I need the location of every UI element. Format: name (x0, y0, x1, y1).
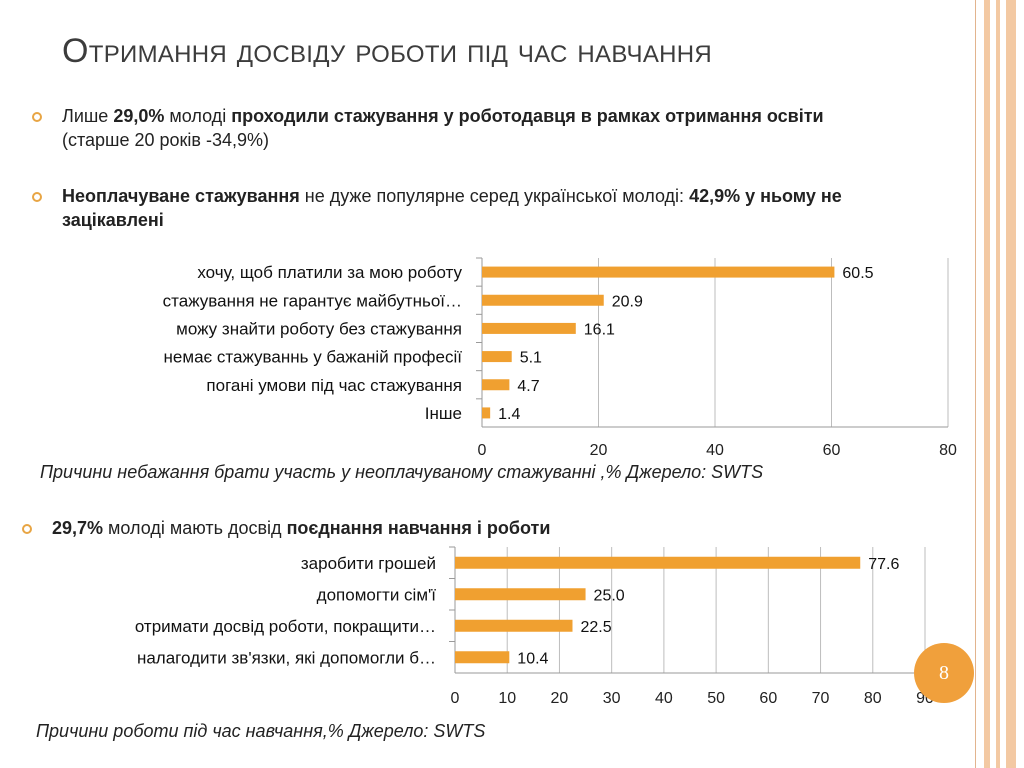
chart-1-x-tick-1: 20 (590, 442, 608, 459)
chart-1-bar-4 (482, 379, 510, 391)
chart-1-category-label-4: погані умови під час стажування (206, 376, 462, 395)
chart-2-value-label-3: 10.4 (517, 650, 548, 667)
chart-1-category-label-5: Інше (425, 404, 462, 423)
chart-1-x-tick-2: 40 (706, 442, 724, 459)
bullet-1-part-1: Лише (62, 106, 114, 126)
chart-1-bar-2 (482, 322, 576, 334)
chart-2-x-tick-8: 80 (864, 690, 882, 707)
chart-1-category-label-1: стажування не гарантує майбутньої… (163, 291, 462, 310)
bullet-dot-icon (32, 192, 42, 202)
bullet-2: Неоплачуване стажування не дуже популярн… (32, 184, 942, 232)
chart-2-x-tick-6: 60 (759, 690, 777, 707)
chart-2-x-tick-1: 10 (498, 690, 516, 707)
bullet-1-part-3: молоді (164, 106, 232, 126)
bullet-dot-icon (32, 112, 42, 122)
chart-2-x-tick-5: 50 (707, 690, 725, 707)
chart-2-x-tick-2: 20 (551, 690, 569, 707)
chart-2-bar-2 (455, 619, 573, 632)
chart-1-bar-5 (482, 407, 491, 419)
bullet-1: Лише 29,0% молоді проходили стажування у… (32, 104, 862, 152)
chart-2-x-tick-0: 0 (451, 690, 460, 707)
chart-1-value-label-2: 16.1 (584, 321, 615, 338)
bullet-3-part-2: молоді мають досвід (103, 518, 287, 538)
chart-2-category-label-1: допомогти сім'ї (317, 585, 437, 604)
chart-1-x-tick-3: 60 (823, 442, 841, 459)
chart-1-value-label-4: 4.7 (517, 378, 539, 395)
chart-2-bar-3 (455, 651, 510, 664)
bullet-dot-icon (22, 524, 32, 534)
chart-1-bar-0 (482, 266, 835, 278)
chart-1-x-tick-0: 0 (478, 442, 487, 459)
frame-line (975, 0, 976, 768)
chart-2-value-label-0: 77.6 (868, 556, 899, 573)
slide-title: Отримання досвіду роботи під час навчанн… (62, 32, 713, 70)
bullet-3: 29,7% молоді мають досвід поєднання навч… (22, 516, 852, 540)
bullet-2-part-1: Неоплачуване стажування (62, 186, 300, 206)
chart-2-value-label-2: 22.5 (581, 619, 612, 636)
bullet-3-part-1: 29,7% (52, 518, 104, 538)
chart-1-x-tick-4: 80 (939, 442, 957, 459)
bullet-2-part-2: не дуже популярне серед української моло… (299, 186, 690, 206)
bullet-1-part-2: 29,0% (113, 106, 165, 126)
chart-2-value-label-1: 25.0 (594, 587, 625, 604)
chart-2-category-label-3: налагодити зв'язки, які допомогли б… (137, 648, 436, 667)
chart-2-bar-1 (455, 588, 586, 601)
chart-2-caption: Причини роботи під час навчання,% Джерел… (36, 721, 486, 741)
chart-2-category-label-0: заробити грошей (301, 554, 436, 573)
decorative-stripes (980, 0, 1024, 768)
chart-1-caption: Причини небажання брати участь у неоплач… (40, 462, 764, 482)
chart-2-x-tick-3: 30 (603, 690, 621, 707)
chart-1-bar-1 (482, 294, 604, 306)
chart-1-value-label-0: 60.5 (842, 265, 873, 282)
chart-1-category-label-2: можу знайти роботу без стажування (176, 319, 462, 338)
chart-1-value-label-1: 20.9 (612, 293, 643, 310)
chart-2-x-tick-4: 40 (655, 690, 673, 707)
chart-1-bar-3 (482, 351, 512, 363)
bullet-3-part-3: поєднання навчання і роботи (286, 518, 551, 538)
chart-1-category-label-0: хочу, щоб платили за мою роботу (197, 263, 462, 282)
bullet-1-part-4: проходили стажування у роботодавця в рам… (231, 106, 824, 126)
chart-2-x-tick-7: 70 (812, 690, 830, 707)
chart-2-category-label-2: отримати досвід роботи, покращити… (135, 617, 436, 636)
chart-2-bar-0 (455, 556, 861, 569)
chart-unpaid-internship-reasons: 0 20 40 60 80 хочу, щоб платили за мою роботу… (163, 257, 957, 459)
bullet-2-part-3: 42,9% у ньому не зацікавлені (62, 186, 842, 230)
chart-1-category-label-3: немає стажуваннь у бажаній професії (164, 348, 463, 367)
bullet-1-part-5: (старше 20 років -34,9%) (62, 130, 270, 150)
chart-1-value-label-5: 1.4 (498, 406, 520, 423)
page-number-badge: 8 (914, 643, 974, 703)
chart-1-value-label-3: 5.1 (520, 350, 542, 367)
